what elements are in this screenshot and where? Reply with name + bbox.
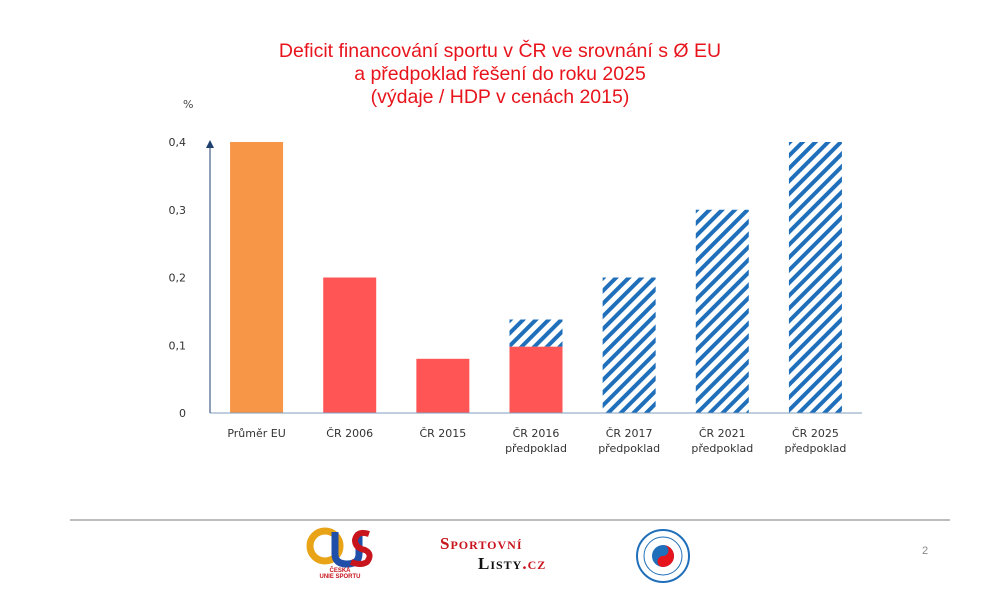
category-label: Průměr EU: [227, 427, 285, 440]
category-label: ČR 2015: [419, 427, 466, 440]
footer-divider: [70, 519, 950, 521]
y-axis-unit-label: %: [183, 98, 193, 111]
ceska-unie-sportu-logo: ČESKÁ UNIE SPORTU: [305, 526, 375, 582]
bar-segment: [509, 319, 563, 347]
y-tick-label: 0,2: [169, 272, 187, 285]
chart-title-line-3: (výdaje / HDP v cenách 2015): [370, 86, 630, 108]
chart-title: Deficit financování sportu v ČR ve srovn…: [150, 40, 850, 109]
cus-logo-text: ČESKÁ UNIE SPORTU: [319, 568, 361, 580]
page-number: 2: [922, 545, 929, 557]
category-label: ČR 2006: [326, 427, 373, 440]
y-tick-label: 0: [179, 407, 186, 420]
category-labels: Průměr EU ČR 2006 ČR 2015 ČR 2016 předpoklad…: [227, 427, 846, 455]
y-tick-label: 0,1: [169, 339, 187, 352]
y-tick-label: 0,4: [169, 136, 187, 149]
category-label: ČR 2021 předpoklad: [691, 427, 753, 455]
bar-chart: % 0 0,1 0,2 0,3 0,4 Průměr EU ČR 2006 ČR 2015 Č…: [169, 98, 862, 455]
bar-segment: [602, 277, 656, 413]
bar-segment: [788, 142, 842, 413]
cus-logo-icon: [306, 527, 373, 568]
category-label: ČR 2017 předpoklad: [598, 427, 660, 455]
sportovni-listy-word1: Sportovní: [440, 534, 523, 553]
sportovni-listy-logo: Sportovní Listy.cz: [440, 534, 590, 580]
y-tick-label: 0,3: [169, 204, 187, 217]
bar-segment: [509, 346, 563, 413]
bar-segment: [416, 358, 470, 413]
y-axis-ticks: 0 0,1 0,2 0,3 0,4: [169, 136, 187, 420]
category-label: ČR 2016 předpoklad: [505, 427, 567, 455]
y-axis-arrow: [206, 140, 214, 148]
bar-segment: [323, 277, 377, 413]
seal-logo: [635, 528, 691, 584]
chart-title-line-1: Deficit financování sportu v ČR ve srovn…: [278, 40, 722, 62]
bar-segment: [230, 142, 284, 413]
category-label: ČR 2025 předpoklad: [784, 427, 846, 455]
seal-logo-icon: [636, 529, 690, 583]
bar-segment: [695, 209, 749, 413]
chart-title-line-2: a předpoklad řešení do roku 2025: [354, 63, 646, 85]
bars: [230, 142, 842, 413]
sportovni-listy-word2: Listy.cz: [478, 554, 547, 573]
